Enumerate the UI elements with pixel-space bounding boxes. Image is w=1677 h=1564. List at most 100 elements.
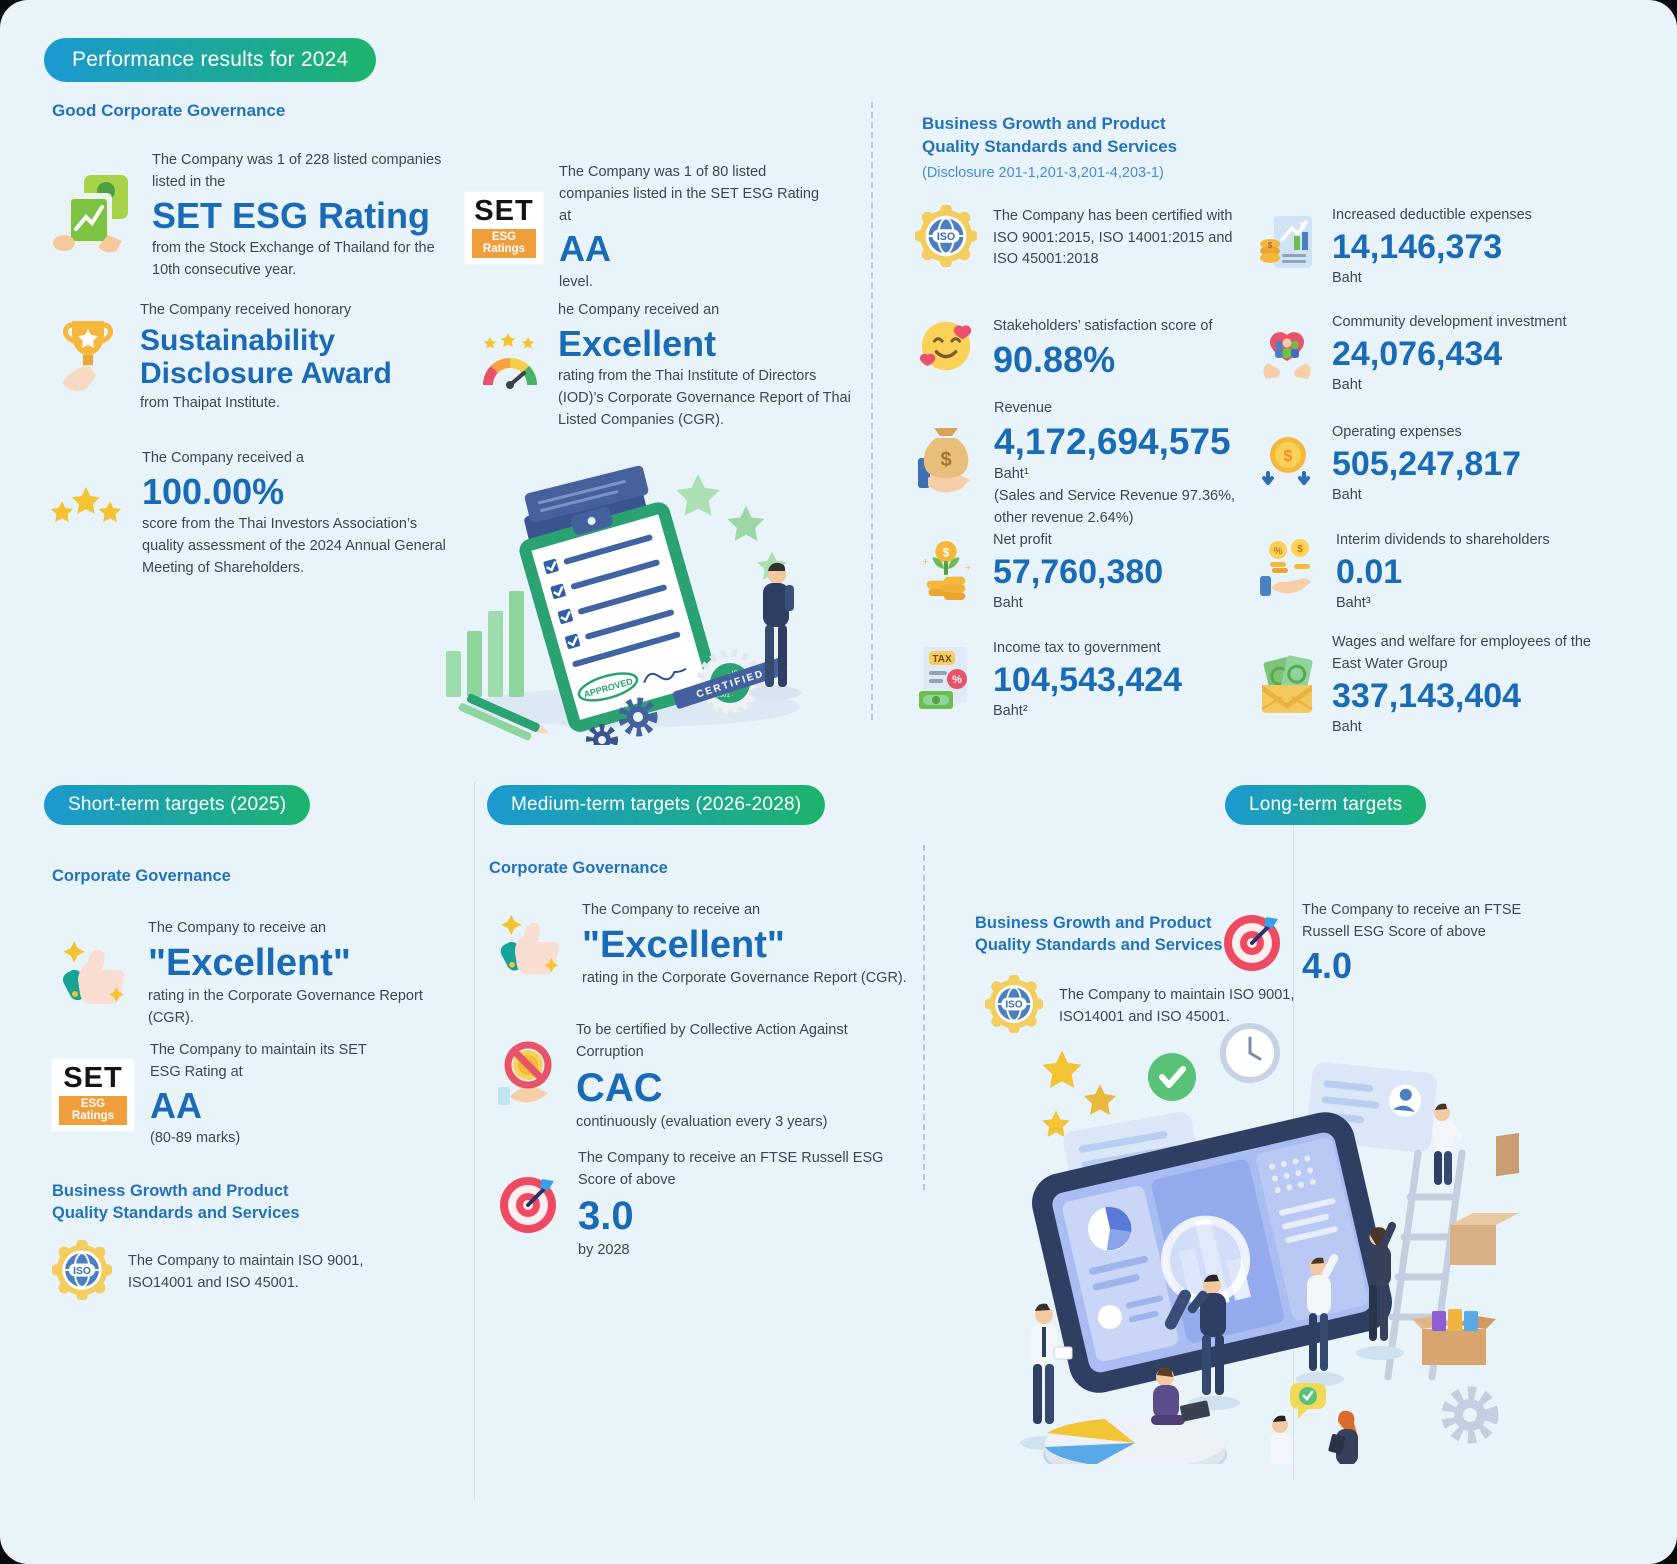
- stat-label: Net profit: [993, 532, 1052, 548]
- stat-label: Wages and welfare for employees of the E…: [1332, 634, 1591, 672]
- stat-unit: Baht: [1332, 269, 1362, 286]
- achievement-post: level.: [559, 273, 593, 290]
- long-term-ftse: The Company to receive an FTSE Russell E…: [1222, 900, 1642, 988]
- stat-net-profit: $ + + Net profit 57,760,380 Baht: [915, 530, 1255, 615]
- stat-value: 505,247,817: [1332, 444, 1522, 483]
- achievement-sustainability-award: The Company received honorary Sustainabi…: [52, 300, 482, 415]
- svg-text:$: $: [943, 546, 950, 559]
- stat-revenue: $ Revenue 4,172,694,575 Baht¹ (Sales and…: [912, 398, 1272, 530]
- stat-label: Increased deductible expenses: [1332, 207, 1532, 223]
- target-post: by 2028: [578, 1242, 630, 1259]
- stat-unit: Baht: [1332, 486, 1362, 503]
- three-stars-icon: [46, 483, 126, 544]
- set-esg-logo: SET ESG Ratings: [465, 191, 543, 264]
- stat-income-tax: TAX % Income tax to government 104,543,4…: [915, 638, 1255, 723]
- target-big: 3.0: [578, 1193, 634, 1238]
- achievement-post: score from the Thai Investors Associatio…: [142, 516, 446, 576]
- stat-label: Interim dividends to shareholders: [1336, 532, 1550, 548]
- operating-coin-icon: $: [1258, 431, 1316, 498]
- profit-plant-icon: $ + +: [915, 537, 977, 608]
- business-growth-heading: Business Growth and Product Quality Stan…: [922, 113, 1177, 159]
- rating-gauge-icon: [478, 333, 542, 398]
- achievement-post: from Thaipat Institute.: [140, 394, 280, 411]
- good-corporate-governance-heading: Good Corporate Governance: [52, 101, 286, 120]
- target-text: The Company to maintain ISO 9001, ISO140…: [128, 1252, 364, 1291]
- medium-term-cg-heading: Corporate Governance: [489, 859, 668, 877]
- stat-value: 337,143,404: [1332, 676, 1522, 715]
- achievement-big: 100.00%: [142, 470, 285, 512]
- bottom-divider-1: [474, 782, 475, 1500]
- teamwork-illustration: [950, 985, 1570, 1503]
- long-term-pill: Long-term targets: [1225, 785, 1427, 825]
- wages-envelope-icon: [1258, 651, 1316, 720]
- iso-label: ISO: [73, 1266, 91, 1277]
- medium-term-excellent: The Company to receive an "Excellent" ra…: [496, 900, 916, 990]
- stat-label: Stakeholders’ satisfaction score of: [993, 317, 1213, 334]
- set-logo-band: ESG Ratings: [472, 228, 536, 258]
- stat-value: 104,543,424: [993, 660, 1183, 699]
- target-big: 4.0: [1302, 944, 1353, 986]
- trophy-icon: [52, 313, 124, 402]
- community-hands-heart-icon: [1258, 321, 1316, 388]
- achievement-agm-score: The Company received a 100.00% score fro…: [46, 448, 486, 579]
- expenses-document-icon: $: [1258, 214, 1316, 281]
- short-term-excellent: The Company to receive an "Excellent" ra…: [58, 918, 458, 1030]
- achievement-post: from the Stock Exchange of Thailand for …: [152, 239, 435, 278]
- short-term-pill: Short-term targets (2025): [44, 785, 311, 825]
- bottom-bg-line1: Business Growth and Product: [975, 914, 1212, 932]
- stat-label: Revenue: [994, 400, 1053, 416]
- achievement-excellent-rating: he Company received an Excellent rating …: [478, 300, 868, 431]
- bottom-iso: ISO The Company to maintain ISO 9001, IS…: [984, 974, 1315, 1038]
- iso-label: ISO: [937, 231, 955, 243]
- stat-unit: Baht²: [993, 702, 1028, 719]
- achievement-set-aa: SET ESG Ratings The Company was 1 of 80 …: [465, 162, 835, 293]
- stat-unit: Baht: [1332, 718, 1362, 735]
- stat-community-investment: Community development investment 24,076,…: [1258, 312, 1658, 397]
- target-text: The Company to maintain ISO 9001, ISO140…: [1059, 986, 1295, 1025]
- certificate-illustration: APPROVED · ISO · · 9001 · CERTIFIED: [430, 455, 820, 756]
- short-term-iso: ISO The Company to maintain ISO 9001, IS…: [51, 1239, 392, 1305]
- stat-note: (Sales and Service Revenue 97.36%, other…: [994, 488, 1236, 526]
- target-pre: The Company to receive an FTSE Russell E…: [578, 1150, 884, 1188]
- stat-unit: Baht: [993, 594, 1023, 611]
- smiling-hearts-icon: [915, 315, 977, 382]
- achievement-pre: The Company was 1 of 228 listed companie…: [152, 152, 442, 190]
- money-bag-icon: $: [912, 424, 978, 503]
- achievement-pre: The Company was 1 of 80 listed companies…: [559, 164, 820, 224]
- target-pre: The Company to receive an: [148, 920, 327, 936]
- stat-label: Operating expenses: [1332, 424, 1462, 440]
- short-term-bg-heading: Business Growth and Product Quality Stan…: [52, 1180, 300, 1225]
- medium-term-ftse: The Company to receive an FTSE Russell E…: [498, 1148, 928, 1262]
- svg-text:+: +: [965, 563, 971, 574]
- medium-term-cac: To be certified by Collective Action Aga…: [496, 1020, 916, 1134]
- stat-text: The Company has been certified with ISO …: [993, 207, 1233, 268]
- business-growth-heading-line1: Business Growth and Product: [922, 114, 1166, 133]
- target-post: (80-89 marks): [150, 1129, 241, 1146]
- esg-report-icon: [52, 167, 136, 264]
- top-section-divider: [871, 102, 873, 720]
- target-big: CAC: [576, 1065, 663, 1110]
- svg-text:$: $: [1284, 448, 1293, 465]
- achievement-pre: he Company received an: [558, 302, 720, 318]
- iso-label: ISO: [1005, 1000, 1022, 1011]
- stat-deductible-expenses: $ Increased deductible expenses 14,146,3…: [1258, 205, 1658, 290]
- achievement-big: Excellent: [558, 322, 717, 364]
- short-term-bg-line2: Quality Standards and Services: [52, 1204, 300, 1223]
- svg-text:%: %: [952, 674, 962, 686]
- tax-label: TAX: [932, 654, 952, 665]
- performance-results-pill: Performance results for 2024: [44, 38, 377, 82]
- svg-text:$: $: [1268, 241, 1273, 250]
- anti-corruption-icon: [496, 1039, 560, 1116]
- target-big: "Excellent": [148, 941, 351, 984]
- svg-text:+: +: [923, 557, 929, 568]
- stat-interim-dividends: % $ Interim dividends to shareholders 0.…: [1258, 530, 1658, 615]
- target-pre: To be certified by Collective Action Aga…: [576, 1022, 848, 1060]
- disclosure-subtitle: (Disclosure 201-1,201-3,201-4,203-1): [922, 165, 1164, 181]
- iso-badge-icon: ISO: [51, 1239, 113, 1305]
- short-term-cg-heading: Corporate Governance: [52, 867, 231, 885]
- target-big: AA: [150, 1084, 202, 1126]
- stat-value: 14,146,373: [1332, 227, 1503, 266]
- stat-unit: Baht¹: [994, 466, 1029, 483]
- bottom-divider-dashed: [923, 845, 925, 1190]
